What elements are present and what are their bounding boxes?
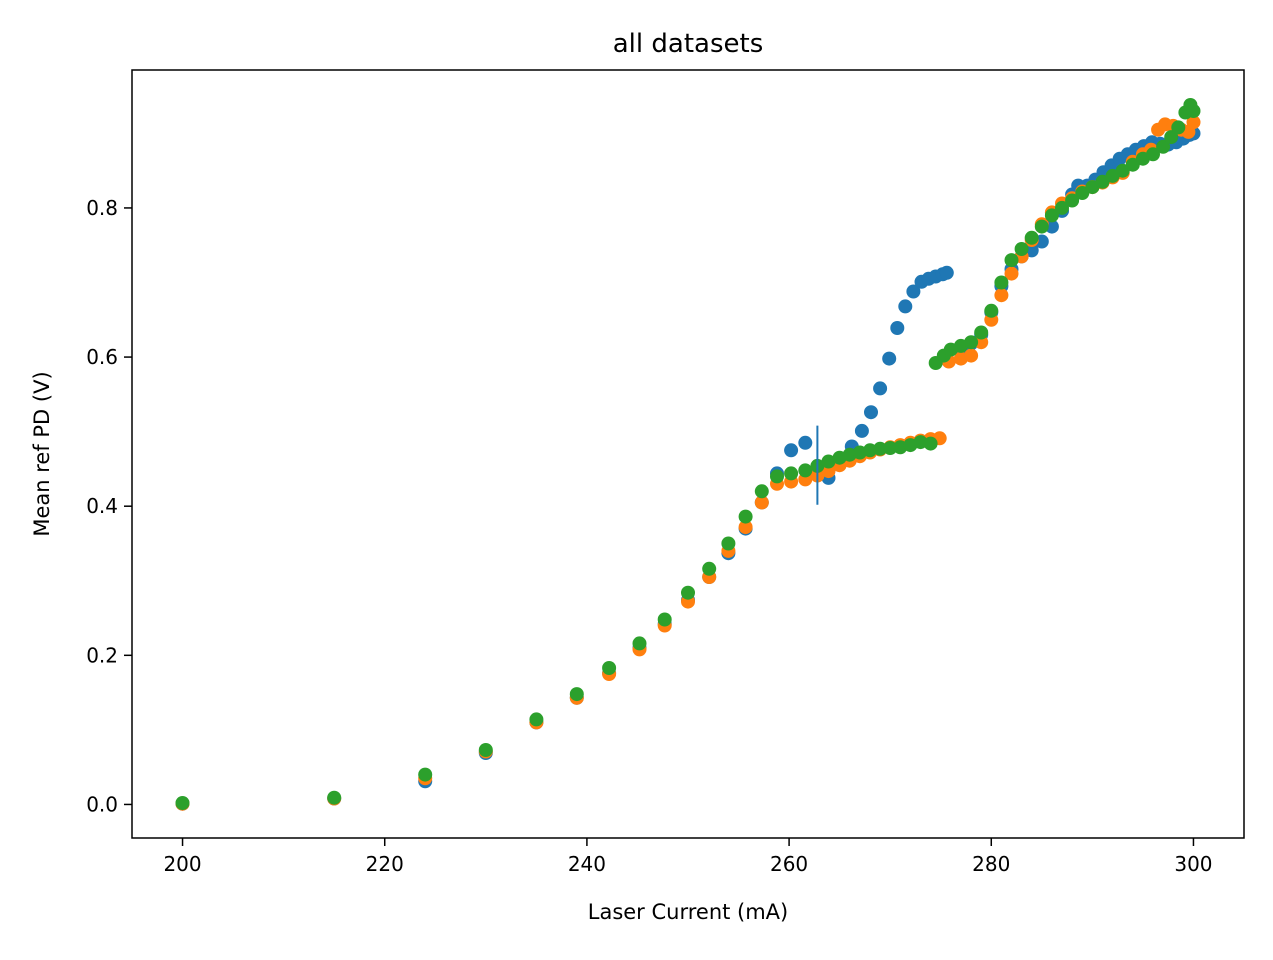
data-point [1156,139,1171,154]
y-axis-label: Mean ref PD (V) [30,371,54,536]
x-axis-ticks: 200 220 240 260 280 300 [163,838,1213,876]
data-point [890,321,905,335]
data-point [821,464,836,479]
chart-title: all datasets [613,29,764,59]
data-point [1004,253,1019,268]
data-point [1186,115,1201,130]
data-point [569,687,584,702]
data-point [1164,130,1179,145]
x-axis-label: Laser Current (mA) [588,900,789,924]
data-point [754,484,769,499]
data-point [1004,266,1019,281]
data-point [923,436,938,451]
data-point [994,275,1009,290]
data-point [681,585,695,600]
x-tick-label: 220 [366,852,404,876]
data-point [1095,174,1110,189]
data-point [898,299,913,314]
data-point [854,423,869,438]
data-point [738,520,753,535]
data-point [882,351,897,366]
data-point [798,463,813,478]
data-point [994,288,1009,303]
data-point [964,348,979,363]
x-tick-label: 260 [770,852,808,876]
data-point [1014,242,1029,256]
data-point [770,469,784,484]
data-point [1125,157,1140,172]
data-point [478,743,493,757]
data-point [984,303,999,318]
x-tick-label: 200 [163,852,201,876]
data-point [602,661,617,675]
data-point [873,441,888,456]
data-point [883,441,898,455]
data-point [1065,193,1080,208]
data-point [864,405,878,420]
series-3 [175,98,1201,810]
x-tick-label: 300 [1174,852,1212,876]
data-point [702,561,717,576]
data-point [418,767,433,782]
data-point [1055,200,1069,215]
x-tick-label: 240 [568,852,606,876]
data-point [939,265,954,280]
plot-frame [131,69,1245,839]
data-point [784,443,799,458]
y-tick-label: 0.0 [86,792,118,816]
data-point [798,435,813,450]
y-tick-label: 0.8 [86,196,118,220]
data-point [1024,230,1039,245]
y-tick-label: 0.6 [86,345,118,369]
data-point [632,636,647,651]
data-point [1186,104,1201,118]
data-point [657,612,672,627]
y-tick-label: 0.4 [86,494,118,518]
data-point [873,381,888,396]
data-point [738,509,753,524]
data-point [1044,208,1059,223]
data-point [529,712,544,727]
data-point [974,325,989,340]
data-point [974,335,989,350]
data-point [821,454,836,469]
data-point [784,466,799,481]
data-point [721,536,736,551]
data-point [327,790,342,805]
data-point [1146,147,1160,162]
data-point [1075,186,1090,200]
data-point [964,335,979,350]
data-point [1115,163,1130,178]
plot-marks [175,98,1201,811]
y-axis-ticks: 0.0 0.2 0.4 0.6 0.8 [86,196,132,816]
x-tick-label: 280 [972,852,1010,876]
y-tick-label: 0.2 [86,643,118,667]
data-point [1034,219,1049,234]
data-point [906,284,921,299]
data-point [175,796,190,810]
data-point [1171,120,1186,135]
data-point [754,495,769,510]
